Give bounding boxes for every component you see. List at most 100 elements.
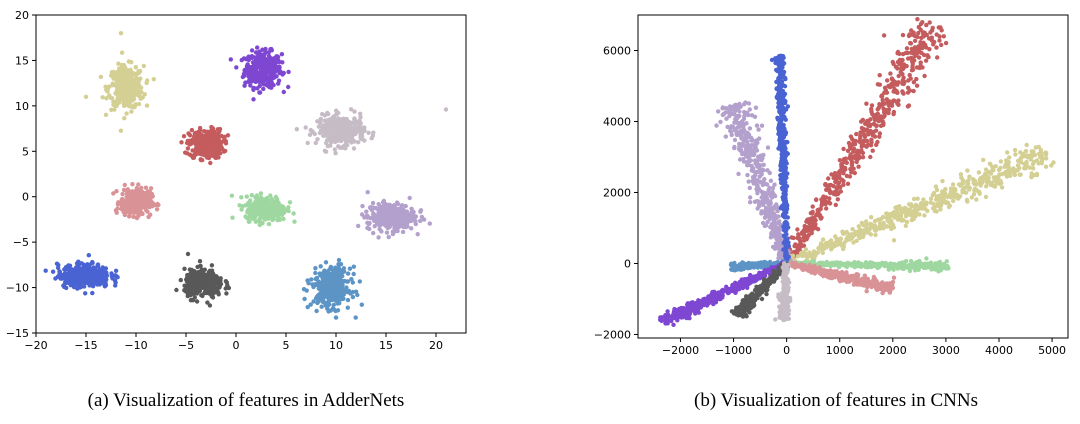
cnn-point (852, 170, 857, 176)
adder-point (212, 129, 217, 135)
cnn-point (924, 22, 929, 28)
cnn-point (840, 229, 845, 234)
adder-point (398, 223, 403, 229)
cnn-point (838, 185, 843, 190)
adder-point (217, 139, 222, 145)
cnn-point (847, 174, 853, 179)
cnn-point (736, 124, 741, 129)
cnn-point (888, 220, 893, 225)
cnn-point (768, 178, 774, 183)
adder-point (286, 84, 291, 90)
cnn-point (844, 229, 849, 235)
adder-point (121, 209, 126, 215)
adder-point (63, 279, 68, 285)
adder-point (323, 260, 329, 265)
cnn-point (835, 197, 840, 202)
adder-point (224, 291, 229, 296)
cnn-point (948, 189, 953, 195)
adder-point (350, 137, 355, 142)
cnn-point (857, 227, 863, 232)
adder-point (332, 147, 337, 152)
adder-point (82, 284, 87, 289)
cnn-point (841, 178, 846, 184)
adder-point (308, 127, 313, 133)
cnn-point (892, 82, 897, 88)
adder-point (331, 269, 336, 274)
adder-point (130, 182, 135, 187)
cnn-point (764, 199, 769, 204)
adder-point (371, 230, 376, 236)
adder-xtick-label: −10 (124, 339, 147, 352)
cnn-point (888, 212, 893, 217)
cnn-point (988, 161, 993, 167)
cnn-point (1023, 148, 1029, 154)
cnn-point (773, 241, 779, 246)
adder-point (341, 125, 346, 130)
adder-point (182, 283, 187, 288)
adder-point (281, 89, 286, 95)
adder-point (325, 143, 331, 149)
adder-point (376, 235, 381, 240)
adder-point (115, 77, 121, 83)
cnn-point (749, 143, 754, 148)
adder-point (352, 116, 357, 121)
cnn-point (900, 32, 906, 38)
adder-point (124, 194, 129, 200)
cnn-point (918, 40, 923, 45)
adder-point (286, 205, 291, 210)
cnn-point (742, 102, 747, 107)
adder-point (257, 75, 262, 80)
adder-point (291, 211, 296, 216)
adder-point (389, 214, 394, 219)
adder-point (63, 285, 69, 291)
adder-point (50, 269, 56, 274)
adder-point (311, 299, 316, 304)
adder-point (108, 95, 114, 101)
adder-point (332, 289, 337, 294)
adder-point (362, 138, 367, 143)
cnn-point (815, 208, 820, 213)
adder-point (316, 124, 322, 129)
cnn-point (750, 178, 755, 184)
adder-point (209, 294, 214, 299)
cnn-point (915, 17, 920, 22)
cnn-point (868, 117, 873, 122)
cnn-point (838, 236, 843, 241)
adder-point (76, 259, 81, 264)
cnn-point (770, 244, 776, 250)
adder-point (382, 215, 387, 220)
cnn-point (837, 158, 843, 163)
cnn-point (918, 21, 924, 27)
adder-point (338, 145, 344, 150)
cnn-point (946, 204, 952, 210)
cnn-point (901, 91, 906, 96)
cnn-point (1002, 164, 1007, 169)
adder-point (252, 78, 258, 83)
cnn-point (1018, 158, 1023, 163)
cnn-point (872, 134, 878, 139)
adder-point (133, 65, 138, 70)
cnn-point (727, 104, 733, 109)
cnn-point (1043, 150, 1049, 156)
cnn-point (863, 219, 869, 224)
adder-point (130, 104, 135, 110)
adder-point (113, 268, 119, 273)
adder-point (239, 207, 244, 212)
adder-point (334, 136, 339, 141)
adder-point (319, 294, 324, 300)
adder-point (203, 137, 208, 143)
cnn-point (765, 182, 770, 187)
cnn-point (1044, 156, 1049, 161)
cnn-point (896, 212, 902, 217)
adder-point (323, 132, 328, 138)
cnn-point (915, 34, 920, 40)
cnn-point (747, 185, 752, 191)
cnn-point (1006, 159, 1011, 165)
adder-point (91, 265, 96, 270)
cnn-point (903, 213, 909, 219)
adder-point (95, 282, 100, 287)
cnn-point (859, 125, 865, 131)
adder-point (136, 93, 142, 99)
